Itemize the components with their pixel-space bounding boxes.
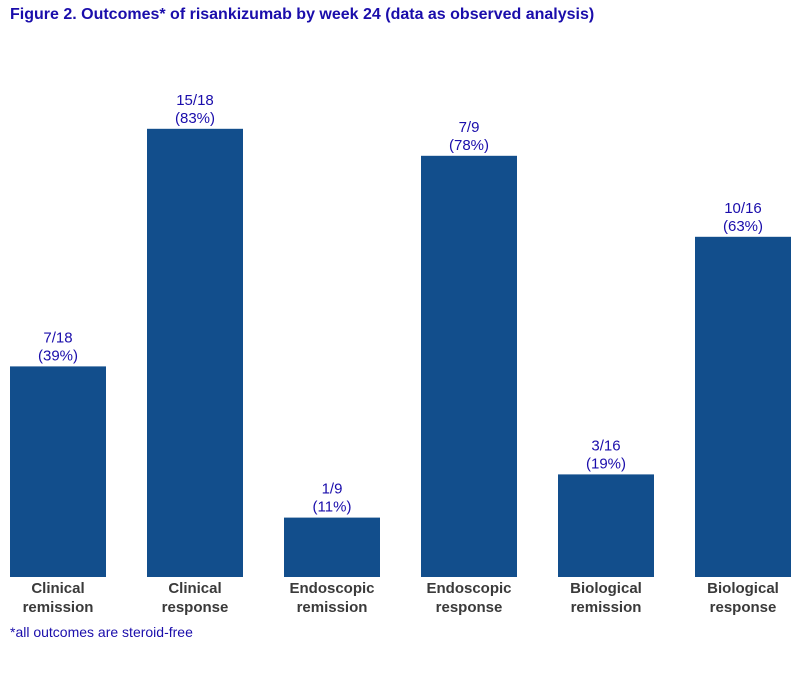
category-label-1: Clinical response <box>162 580 229 616</box>
data-label-2: 1/9 (11%) <box>313 481 352 516</box>
bar-2 <box>284 517 380 577</box>
chart-title: Figure 2. Outcomes* of risankizumab by w… <box>10 6 595 23</box>
bar-4 <box>558 474 654 577</box>
data-label-4: 3/16 (19%) <box>586 437 626 472</box>
category-label-2: Endoscopic remission <box>289 580 374 616</box>
category-label-5: Biological response <box>707 580 779 616</box>
data-label-0: 7/18 (39%) <box>38 329 78 364</box>
bar-chart: 7/18 (39%) Clinical remission 15/18 (83%) Clin… <box>10 92 791 616</box>
bar-3 <box>421 155 517 578</box>
data-label-3: 7/9 (78%) <box>449 119 489 154</box>
bar-0 <box>10 366 106 577</box>
category-label-4: Biological remission <box>570 580 642 616</box>
bar-5 <box>695 236 791 578</box>
category-label-3: Endoscopic response <box>426 580 511 616</box>
category-label-0: Clinical remission <box>23 580 94 616</box>
data-label-5: 10/16 (63%) <box>723 200 763 235</box>
data-label-1: 15/18 (83%) <box>175 92 215 127</box>
footnote: *all outcomes are steroid-free <box>10 624 193 640</box>
bar-1 <box>147 128 243 578</box>
